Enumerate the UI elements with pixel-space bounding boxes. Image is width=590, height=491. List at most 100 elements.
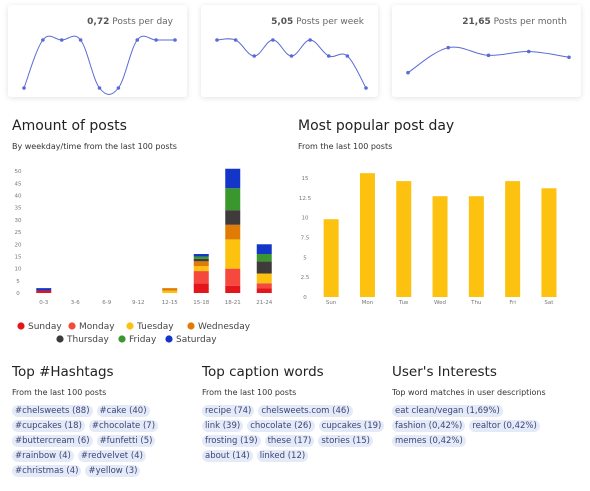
y-tick-label: 5: [303, 255, 307, 261]
tag-chip: #yellow (3): [85, 465, 141, 477]
x-tick-label: 12-15: [162, 300, 178, 306]
tag-chip: eat clean/vegan (1,69%): [392, 405, 503, 417]
legend-swatch: [56, 335, 64, 343]
x-tick-label: Tue: [398, 300, 409, 306]
stat-label: Posts per week: [296, 17, 364, 27]
legend-swatch: [68, 322, 76, 330]
legend-swatch: [165, 335, 173, 343]
bar-segment: [256, 273, 272, 284]
bar-segment: [225, 224, 241, 240]
tag-chip: linked (12): [256, 450, 309, 462]
y-tick-label: 20: [15, 242, 22, 248]
point: [252, 54, 257, 58]
bar-segment: [256, 244, 272, 255]
x-tick-label: 15-18: [193, 300, 209, 306]
stat-label: Posts per day: [112, 17, 173, 27]
section-title: User's Interests: [392, 364, 497, 380]
tag-chip: memes (0,42%): [392, 435, 466, 447]
x-tick-label: Sun: [326, 300, 337, 306]
bar-segment: [36, 288, 52, 291]
y-tick-label: 7.5: [301, 235, 310, 241]
section-title: Top #Hashtags: [12, 364, 114, 380]
stat-card: 5,05 Posts per week: [201, 5, 378, 97]
sparkline: [406, 45, 571, 75]
legend-swatch: [17, 322, 25, 330]
interests: User's Interests Top word matches in user…: [392, 364, 577, 447]
tag-chip: stories (15): [318, 435, 373, 447]
tag-chip: link (39): [202, 420, 244, 432]
section-subtitle: From the last 100 posts: [12, 388, 107, 397]
point: [135, 38, 140, 42]
x-tick-label: 21-24: [256, 300, 272, 306]
bar-segment: [193, 266, 209, 272]
section-title: Top caption words: [202, 364, 324, 380]
bar-segment: [256, 283, 272, 289]
y-tick-label: 40: [15, 194, 22, 200]
legend-swatch: [187, 322, 195, 330]
point: [173, 38, 177, 42]
chart-subtitle: By weekday/time from the last 100 posts: [12, 142, 177, 151]
hashtags: Top #Hashtags From the last 100 posts #che…: [12, 364, 197, 477]
chip-list: recipe (74) chelsweets.com (46) link (39) c…: [202, 405, 387, 462]
y-tick-label: 30: [15, 218, 22, 224]
point: [308, 38, 312, 42]
point: [233, 38, 238, 42]
point: [326, 54, 331, 58]
tag-chip: chocolate (26): [247, 420, 315, 432]
stat-value: 0,72: [87, 17, 110, 27]
point: [567, 55, 571, 60]
legend-swatch: [118, 335, 126, 343]
bar: [505, 181, 521, 297]
point: [289, 54, 294, 58]
y-tick-label: 25: [15, 230, 22, 236]
tag-chip: #chelsweets (88): [12, 405, 93, 417]
section-subtitle: Top word matches in user descriptions: [392, 388, 546, 397]
legend-label: Tuesday: [136, 322, 174, 332]
y-tick-label: 0: [303, 295, 307, 301]
point: [59, 38, 64, 42]
y-tick-label: 2.5: [301, 275, 310, 281]
chart-title: Amount of posts: [12, 118, 127, 134]
y-tick-label: 35: [15, 206, 22, 212]
bar-segment: [193, 283, 209, 293]
x-tick-label: 9-12: [132, 300, 144, 306]
legend-label: Friday: [129, 335, 157, 345]
legend-swatch: [126, 322, 134, 330]
x-tick-label: Thu: [470, 300, 481, 306]
bar-segment: [36, 290, 52, 293]
stat: 21,65 Posts per month: [462, 17, 567, 27]
legend-label: Monday: [79, 322, 115, 332]
tag-chip: these (17): [264, 435, 315, 447]
sparkline: [215, 38, 368, 90]
tag-chip: frosting (19): [202, 435, 261, 447]
bar: [359, 173, 375, 297]
tag-chip: #cake (40): [96, 405, 150, 417]
x-tick-label: Fri: [509, 300, 516, 306]
point: [364, 86, 368, 90]
stat-label: Posts per month: [493, 17, 567, 27]
point: [22, 86, 26, 90]
bar-segment: [256, 288, 272, 293]
bar-segment: [193, 258, 209, 262]
bar: [323, 219, 339, 297]
point: [215, 38, 219, 42]
bar-segment: [162, 288, 178, 291]
bar-segment: [193, 261, 209, 267]
y-tick-label: 10: [15, 267, 22, 273]
chart-subtitle: From the last 100 posts: [298, 142, 392, 151]
tag-chip: #redvelvet (4): [77, 450, 146, 462]
tag-chip: chelsweets.com (46): [258, 405, 353, 417]
bar-segment: [225, 188, 241, 211]
chip-list: #chelsweets (88) #cake (40) #cupcakes (18)…: [12, 405, 197, 477]
bar-segment: [193, 271, 209, 284]
x-tick-label: Wed: [434, 300, 446, 306]
x-tick-label: 6-9: [102, 300, 111, 306]
point: [406, 70, 410, 75]
tag-chip: #chocolate (7): [88, 420, 159, 432]
charts: Amount of posts By weekday/time from the…: [12, 118, 557, 345]
point: [345, 54, 350, 58]
caption-words: Top caption words From the last 100 posts…: [202, 364, 387, 462]
section-subtitle: From the last 100 posts: [202, 388, 297, 397]
tag-chip: cupcakes (19): [318, 420, 385, 432]
